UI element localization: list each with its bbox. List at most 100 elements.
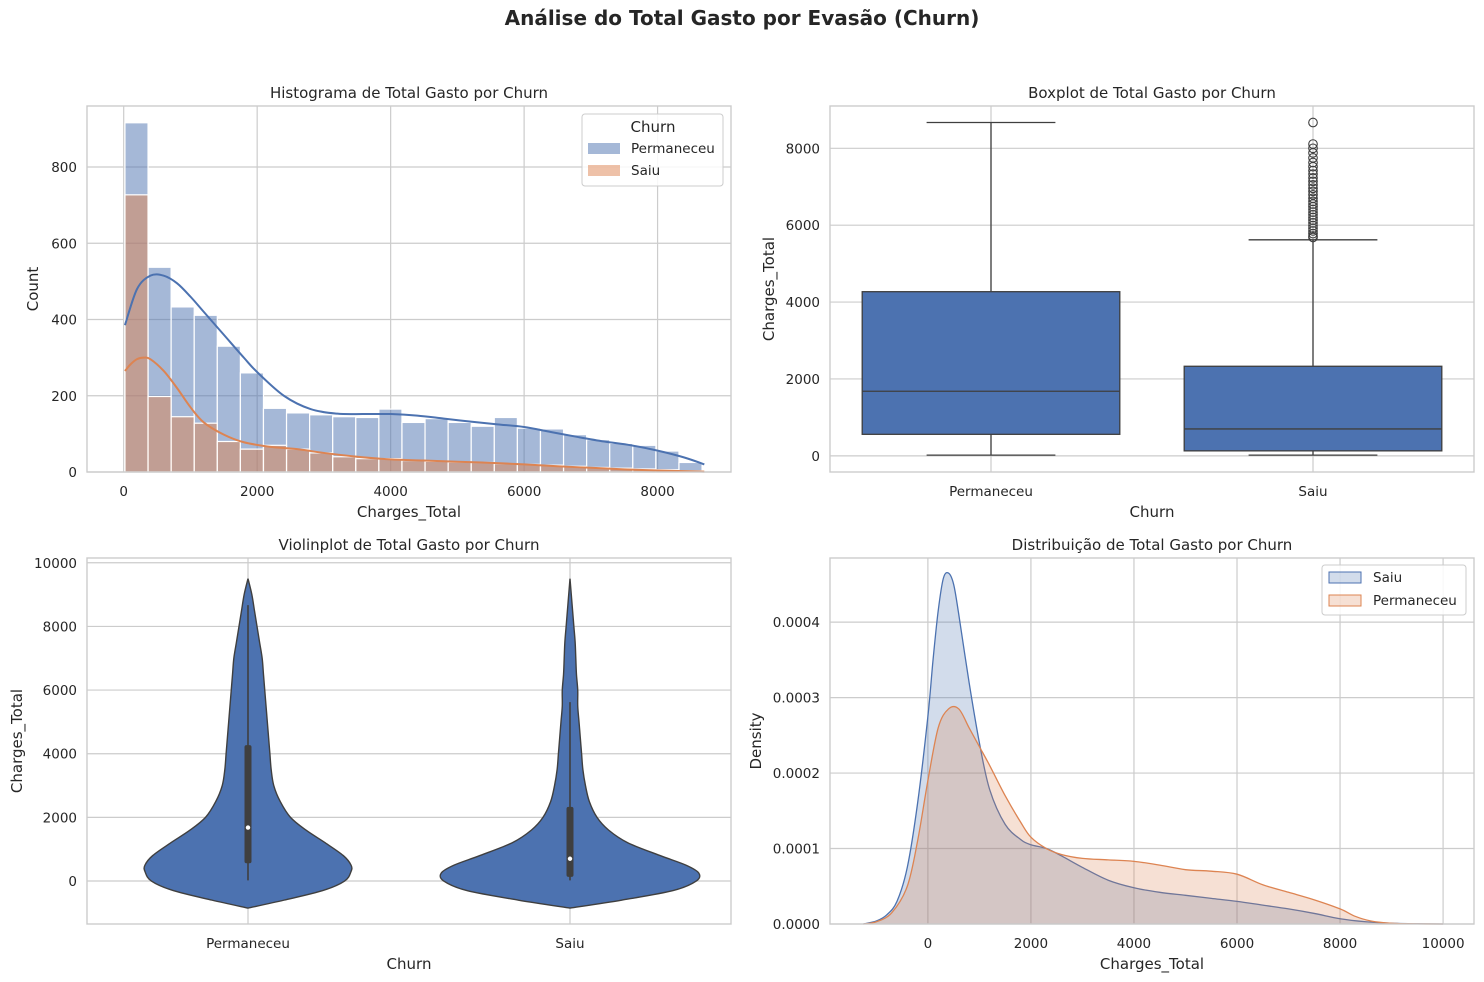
- boxplot-outlier: [1308, 139, 1318, 149]
- kde-legend-swatch-saiu: [1328, 571, 1362, 584]
- x-tick-label: 4000: [373, 484, 407, 500]
- boxplot-panel: Boxplot de Total Gasto por Churn 0 2000 40…: [760, 84, 1475, 521]
- y-tick-label: 2000: [43, 810, 77, 826]
- x-tick-label: Saiu: [1298, 484, 1327, 500]
- boxplot-ticks: 0 2000 4000 6000 8000 Permaneceu Saiu: [786, 141, 1328, 500]
- y-tick-label: 4000: [43, 747, 77, 763]
- kde-frame: [829, 557, 1475, 925]
- y-tick-label: 0: [68, 465, 77, 481]
- y-tick-label: 4000: [786, 295, 820, 311]
- x-tick-label: 6000: [1220, 936, 1254, 952]
- y-tick-label: 10000: [34, 556, 77, 572]
- violin-frame: [86, 557, 732, 925]
- histogram-bar-saiu: [170, 416, 195, 473]
- histogram-panel: Histograma de Total Gasto por Churn 0 200…: [24, 84, 732, 522]
- kde-line-saiu: [863, 571, 1444, 925]
- histogram-bar-saiu: [401, 459, 426, 473]
- boxplot-outlier: [1308, 193, 1318, 204]
- boxplot-outlier: [1308, 117, 1318, 128]
- boxplot-frame: [829, 105, 1475, 473]
- violin-median-dot: [245, 825, 251, 830]
- violin-marks: [143, 578, 701, 909]
- boxplot-marks: [861, 117, 1443, 456]
- x-tick-label: Saiu: [555, 936, 584, 952]
- histogram-legend-label-saiu: Saiu: [631, 163, 660, 179]
- y-tick-label: 8000: [786, 141, 820, 157]
- histogram-legend: Churn Permaneceu Saiu: [581, 113, 724, 187]
- histogram-bar-saiu: [193, 422, 218, 473]
- boxplot-box-saiu: [1183, 365, 1443, 452]
- histogram-legend-title: Churn: [631, 118, 676, 136]
- figure-suptitle: Análise do Total Gasto por Evasão (Churn…: [505, 6, 980, 30]
- y-tick-label: 800: [51, 160, 77, 176]
- y-tick-label: 6000: [43, 683, 77, 699]
- histogram-bar-saiu: [309, 452, 334, 473]
- y-tick-label: 8000: [43, 619, 77, 635]
- y-tick-label: 0.0003: [773, 691, 820, 707]
- histogram-bar-saiu: [147, 395, 172, 473]
- boxplot-outlier: [1308, 176, 1318, 187]
- violin-iqr-bar: [566, 806, 574, 877]
- histogram-title: Histograma de Total Gasto por Churn: [270, 84, 548, 102]
- histogram-bar-saiu: [355, 458, 380, 473]
- boxplot-outlier: [1308, 153, 1318, 163]
- y-tick-label: 2000: [786, 372, 820, 388]
- kde-gridlines: [830, 558, 1474, 925]
- histogram-bar-saiu: [285, 448, 311, 473]
- boxplot-outlier: [1308, 186, 1318, 197]
- histogram-kde-line-permaneceu: [124, 273, 705, 466]
- histogram-bar-saiu: [424, 460, 449, 473]
- violin-panel: Violinplot de Total Gasto por Churn 0 200…: [8, 536, 732, 973]
- histogram-bar-saiu: [470, 461, 495, 473]
- x-tick-label: 2000: [1014, 936, 1048, 952]
- boxplot-outlier: [1308, 169, 1318, 179]
- boxplot-outlier: [1308, 231, 1318, 241]
- histogram-bar-saiu: [447, 461, 472, 473]
- y-tick-label: 200: [51, 389, 77, 405]
- boxplot-outlier: [1308, 143, 1318, 154]
- kde-line-permaneceu: [863, 705, 1444, 925]
- y-tick-label: 0.0004: [773, 615, 820, 631]
- y-tick-label: 6000: [786, 218, 820, 234]
- histogram-kde-line-saiu: [124, 356, 705, 473]
- x-tick-label: 0: [924, 936, 933, 952]
- boxplot-box-permaneceu: [861, 291, 1121, 435]
- boxplot-title: Boxplot de Total Gasto por Churn: [1028, 84, 1276, 102]
- histogram-legend-label-permaneceu: Permaneceu: [631, 141, 715, 157]
- y-tick-label: 0: [68, 874, 77, 890]
- boxplot-outlier: [1308, 157, 1318, 168]
- histogram-xlabel: Charges_Total: [357, 503, 461, 522]
- histogram-ylabel: Count: [24, 267, 42, 312]
- kde-legend-box: [1321, 564, 1467, 616]
- histogram-bar-saiu: [239, 448, 265, 473]
- violin-ylabel: Charges_Total: [8, 689, 27, 793]
- histogram-bar-saiu: [124, 194, 149, 473]
- boxplot-outlier: [1308, 189, 1318, 200]
- boxplot-outlier: [1308, 196, 1318, 207]
- histogram-bar-saiu: [216, 440, 241, 473]
- y-tick-label: 0.0001: [773, 842, 820, 858]
- histogram-frame: [86, 105, 732, 473]
- histogram-legend-swatch-permaneceu: [588, 143, 620, 154]
- kde-area-saiu: [863, 572, 1444, 924]
- kde-panel: Distribuição de Total Gasto por Churn 0.…: [747, 536, 1475, 974]
- boxplot-ylabel: Charges_Total: [760, 237, 779, 341]
- x-tick-label: 8000: [1323, 936, 1357, 952]
- kde-legend-label-saiu: Saiu: [1373, 570, 1402, 586]
- x-tick-label: Permaneceu: [206, 936, 290, 952]
- violin-xlabel: Churn: [387, 955, 432, 973]
- x-tick-label: 6000: [507, 484, 541, 500]
- y-tick-label: 0: [811, 449, 820, 465]
- x-tick-label: 2000: [240, 484, 274, 500]
- y-tick-label: 0.0000: [773, 917, 820, 933]
- violin-median-dot: [567, 856, 573, 861]
- violin-ticks: 0 2000 4000 6000 8000 10000 Permaneceu Saiu: [34, 556, 585, 952]
- x-tick-label: 0: [119, 484, 128, 500]
- kde-area-permaneceu: [863, 706, 1444, 924]
- y-tick-label: 0.0002: [773, 766, 820, 782]
- y-tick-label: 400: [51, 313, 77, 329]
- y-tick-label: 600: [51, 236, 77, 252]
- boxplot-xlabel: Churn: [1130, 503, 1175, 521]
